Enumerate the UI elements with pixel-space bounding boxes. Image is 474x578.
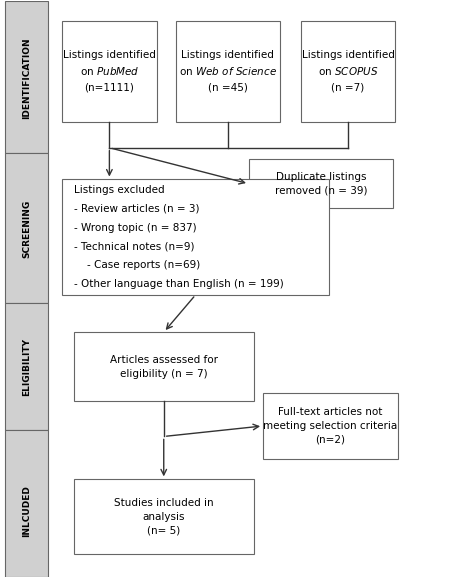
Text: Full-text articles not
meeting selection criteria
(n=2): Full-text articles not meeting selection… [263,407,398,444]
Text: Listings identified: Listings identified [181,50,274,60]
Text: - Other language than English (n = 199): - Other language than English (n = 199) [74,279,284,290]
Text: on $\it{SCOPUS}$: on $\it{SCOPUS}$ [318,65,378,77]
Text: on $\it{Web\ of\ Science}$: on $\it{Web\ of\ Science}$ [179,65,276,77]
Bar [301,21,395,122]
Bar [5,1,48,154]
Text: - Technical notes (n=9): - Technical notes (n=9) [74,242,194,251]
Text: Listings excluded: Listings excluded [74,185,164,195]
Bar [263,393,398,459]
Text: Articles assessed for
eligibility (n = 7): Articles assessed for eligibility (n = 7… [110,355,218,379]
Text: (n =7): (n =7) [331,83,365,92]
Text: Studies included in
analysis
(n= 5): Studies included in analysis (n= 5) [114,498,214,535]
Bar [5,303,48,430]
Bar [62,21,156,122]
Text: - Wrong topic (n = 837): - Wrong topic (n = 837) [74,223,197,233]
Text: (n =45): (n =45) [208,83,247,92]
Text: on $\it{PubMed}$: on $\it{PubMed}$ [80,65,139,77]
Text: INLCUDED: INLCUDED [22,485,31,537]
Text: - Review articles (n = 3): - Review articles (n = 3) [74,203,200,214]
Bar [74,479,254,554]
Bar [74,332,254,402]
Bar [249,160,393,208]
Text: Listings identified: Listings identified [301,50,394,60]
Text: Listings identified: Listings identified [63,50,156,60]
Bar [62,179,329,295]
Bar [5,154,48,303]
Text: SCREENING: SCREENING [22,199,31,258]
Text: Duplicate listings
removed (n = 39): Duplicate listings removed (n = 39) [274,172,367,195]
Text: - Case reports (n=69): - Case reports (n=69) [74,261,200,271]
Bar [5,430,48,577]
Text: ELIGIBILITY: ELIGIBILITY [22,338,31,396]
Text: IDENTIFICATION: IDENTIFICATION [22,38,31,119]
Bar [175,21,280,122]
Text: (n=1111): (n=1111) [84,83,134,92]
